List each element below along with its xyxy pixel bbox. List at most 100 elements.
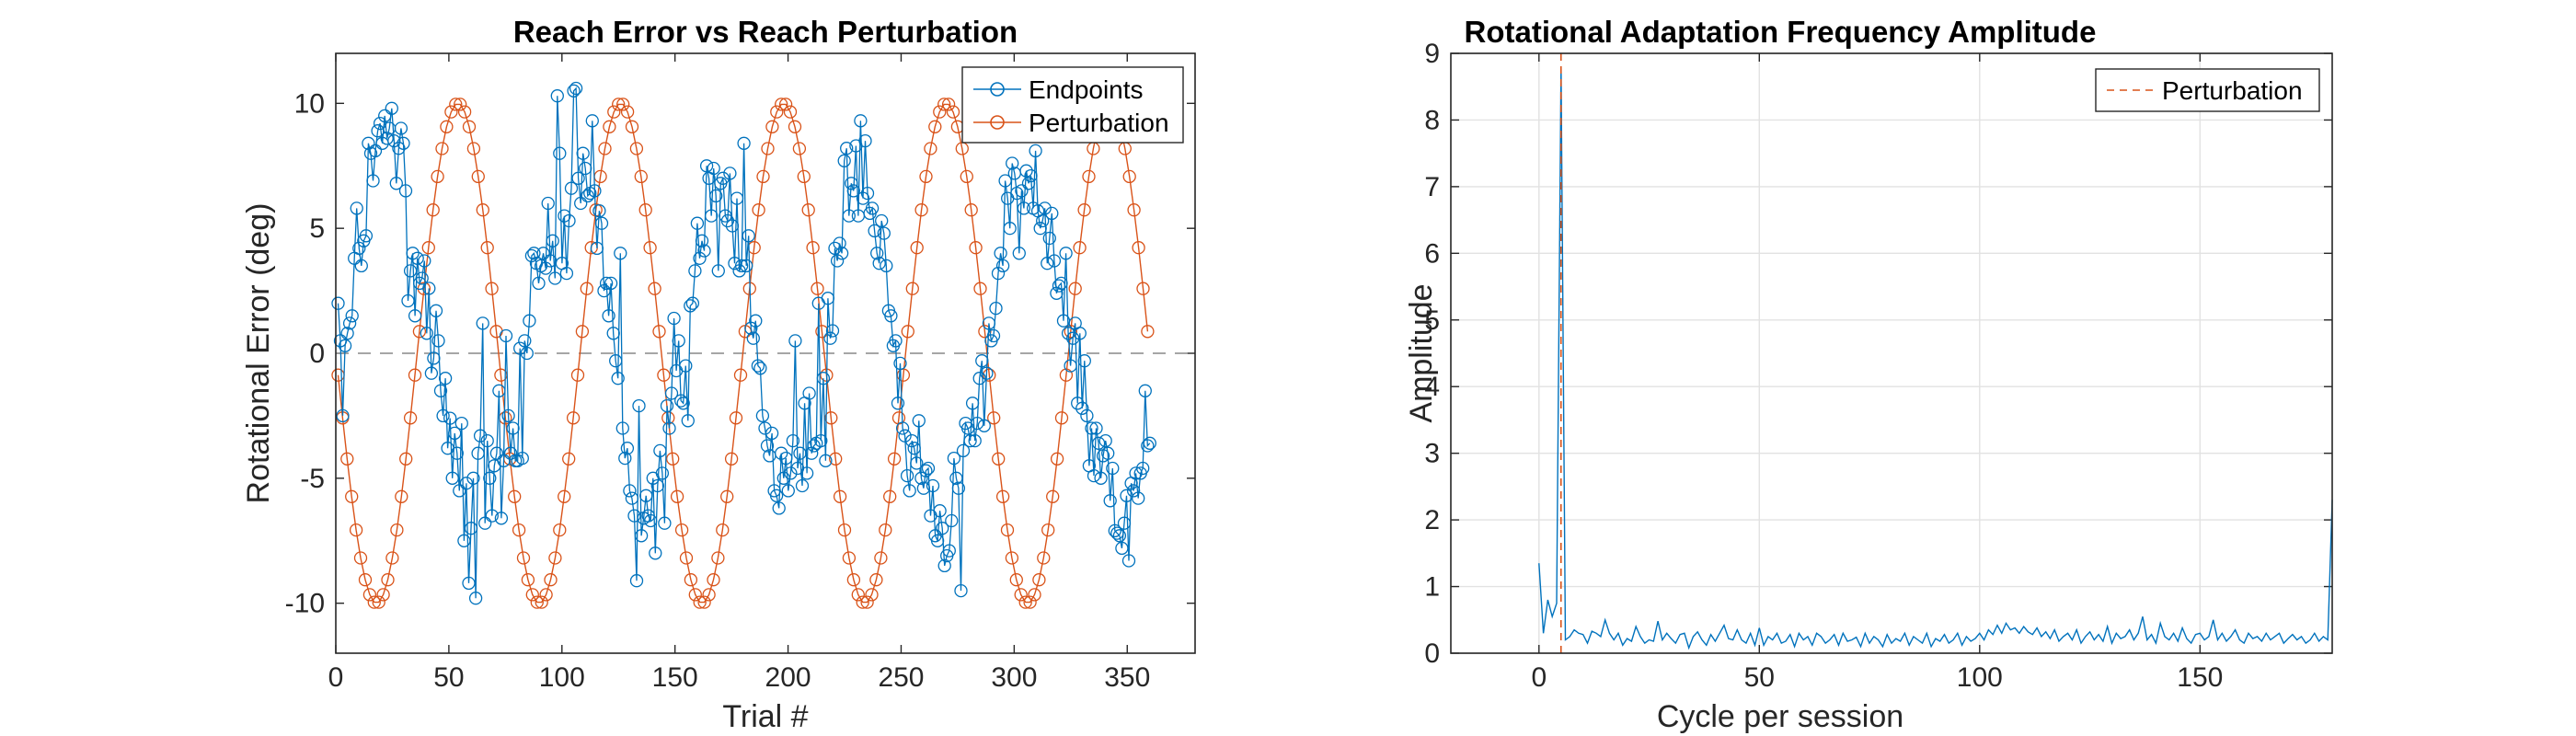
endpoints-point [1143, 436, 1156, 450]
endpoints-point [949, 471, 963, 485]
perturbation-point [1082, 169, 1096, 184]
endpoints-point [366, 174, 380, 188]
perturbation-point [879, 523, 892, 537]
endpoints-point [433, 384, 448, 397]
endpoints-point [515, 451, 529, 466]
perturbation-point [783, 105, 798, 119]
perturbation-point [707, 573, 720, 587]
perturbation-point [399, 452, 413, 466]
y-axis-label: Amplitude [1404, 283, 1439, 422]
endpoints-point [982, 316, 996, 330]
endpoints-point [695, 234, 709, 247]
endpoints-point [518, 334, 532, 348]
perturbation-point [525, 588, 539, 602]
y-tick-label: 5 [309, 213, 325, 244]
perturbation-point [530, 595, 544, 609]
perturbation-point [625, 120, 639, 133]
perturbation-point [1136, 282, 1150, 295]
endpoints-point [1112, 529, 1127, 543]
endpoints-point [562, 213, 576, 228]
endpoints-point [597, 283, 611, 298]
endpoints-point [1006, 156, 1019, 170]
endpoints-point [734, 259, 749, 273]
perturbation-point [901, 325, 914, 339]
perturbation-point [978, 325, 992, 339]
endpoints-point [895, 421, 910, 435]
endpoints-point [980, 366, 994, 380]
legend-label-endpoints: Endpoints [1029, 75, 1144, 104]
perturbation-point [648, 282, 661, 295]
endpoints-point [1066, 331, 1080, 345]
endpoints-point [1038, 201, 1052, 215]
endpoints-point [1029, 144, 1042, 158]
perturbation-point [426, 203, 440, 217]
perturbation-point [395, 489, 408, 503]
endpoints-point [725, 219, 740, 233]
endpoints-point [1101, 446, 1115, 460]
endpoints-point [1106, 461, 1120, 476]
endpoints-point [877, 226, 891, 240]
x-axis-label: Trial # [722, 699, 808, 734]
endpoints-point [699, 159, 714, 173]
endpoints-point [875, 213, 889, 228]
endpoints-point [408, 309, 422, 323]
endpoints-point [779, 451, 793, 466]
endpoints-point [506, 421, 520, 435]
endpoints-point [501, 408, 515, 423]
perturbation-point [508, 489, 522, 503]
perturbation-point [358, 573, 373, 587]
endpoints-point [653, 443, 667, 458]
endpoints-point [889, 334, 903, 348]
endpoints-point [606, 327, 620, 340]
endpoints-point [559, 266, 574, 281]
endpoints-point [392, 142, 406, 155]
endpoints-point [956, 443, 971, 458]
endpoints-line [337, 86, 1151, 599]
endpoints-point [644, 513, 658, 528]
perturbation-point [1009, 573, 1023, 587]
endpoints-point [916, 481, 931, 495]
perturbation-point [466, 142, 481, 155]
endpoints-point [1075, 401, 1089, 415]
perturbation-point [1132, 241, 1145, 255]
endpoints-point [483, 471, 497, 485]
endpoints-point [947, 451, 961, 466]
perturbation-point [535, 595, 548, 609]
endpoints-point [1015, 184, 1029, 198]
perturbation-point [778, 98, 793, 111]
endpoints-point [352, 241, 366, 256]
perturbation-point [570, 368, 585, 382]
endpoints-point [662, 421, 676, 435]
perturbation-point [1073, 241, 1087, 255]
perturbation-point [1023, 595, 1037, 609]
endpoints-point [655, 466, 670, 480]
endpoints-point [403, 264, 418, 278]
endpoints-point [520, 346, 534, 361]
endpoints-point [819, 454, 833, 467]
endpoints-point [1108, 523, 1121, 538]
endpoints-point [431, 334, 445, 348]
right-plot-area [1538, 53, 2333, 653]
perturbation-point [431, 169, 444, 184]
y-tick-label: -10 [285, 589, 325, 619]
perturbation-point [385, 551, 399, 565]
endpoints-point [1073, 327, 1087, 340]
perturbation-point [670, 489, 684, 503]
endpoints-point [553, 146, 567, 160]
endpoints-point [1019, 164, 1033, 178]
endpoints-point [336, 408, 350, 423]
frequency-amplitude-chart: Rotational Adaptation Frequency Amplitud… [1404, 15, 2333, 734]
perturbation-point [634, 169, 648, 184]
endpoints-point [649, 546, 662, 560]
perturbation-point [960, 169, 973, 184]
endpoints-point [884, 309, 898, 323]
endpoints-point [1024, 168, 1038, 183]
perturbation-point [1077, 203, 1091, 217]
endpoints-point [627, 509, 641, 523]
perturbation-point [702, 588, 716, 602]
perturbation-point [914, 203, 928, 217]
perturbation-point [1127, 203, 1141, 217]
endpoints-point [685, 296, 700, 310]
endpoints-point [599, 276, 614, 291]
endpoints-point [615, 421, 629, 435]
